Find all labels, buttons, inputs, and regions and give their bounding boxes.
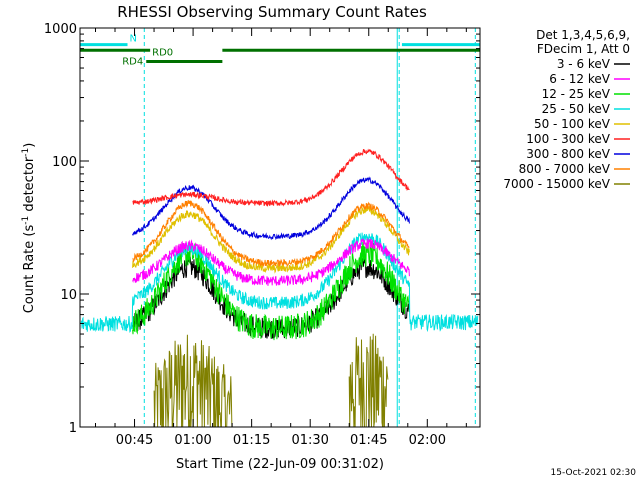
series-line-100-300kev <box>132 148 410 207</box>
x-tick-label: 01:30 <box>291 433 328 448</box>
y-tick-label: 100 <box>52 155 77 170</box>
series-line-7000-15000-kev <box>348 333 389 428</box>
status-bar-label-n: N <box>130 34 137 45</box>
footer-timestamp: 15-Oct-2021 02:30 <box>551 468 637 478</box>
series-line-6-12kev <box>132 238 410 286</box>
chart-title: RHESSI Observing Summary Count Rates <box>117 3 427 21</box>
x-tick-label: 01:00 <box>174 433 211 448</box>
legend-label: 12 - 25 keV <box>542 87 611 101</box>
y-tick-label: 1000 <box>44 22 77 37</box>
legend-label: 25 - 50 keV <box>542 102 611 116</box>
x-tick-label: 02:00 <box>409 433 446 448</box>
series-line-50-100kev <box>132 204 410 274</box>
y-axis-label-main: Count Rate (s <box>22 225 37 314</box>
legend-label: 6 - 12 keV <box>549 72 611 86</box>
legend-header-1: Det 1,3,4,5,6,9, <box>536 28 630 42</box>
legend: Det 1,3,4,5,6,9, FDecim 1, Att 0 3 - 6 k… <box>503 28 630 191</box>
plot-frame <box>79 27 481 428</box>
legend-label: 7000 - 15000 keV <box>503 177 610 191</box>
status-bar-label-rd0: RD0 <box>152 47 173 58</box>
y-tick-label: 10 <box>60 288 77 303</box>
x-axis-label: Start Time (22-Jun-09 00:31:02) <box>176 457 384 472</box>
legend-label: 300 - 800 keV <box>526 147 610 161</box>
y-axis-label-mid: detector <box>22 156 37 216</box>
series-line-12-25kev <box>132 241 410 341</box>
y-axis: 1 10 100 1000 <box>44 22 480 436</box>
series-line-800-7000kev <box>132 199 410 268</box>
series-line-7000-15000-kev <box>153 334 233 428</box>
legend-label: 800 - 7000 keV <box>519 162 611 176</box>
x-axis: 00:45 01:00 01:15 01:30 01:45 02:00 <box>94 28 467 448</box>
legend-label: 100 - 300 keV <box>526 132 610 146</box>
x-tick-label: 00:45 <box>116 433 153 448</box>
x-tick-label: 01:45 <box>350 433 387 448</box>
y-axis-label-sup1: -1 <box>21 216 31 225</box>
y-axis-label: Count Rate (s-1 detector-1) <box>21 143 37 314</box>
y-tick-label: 1 <box>69 421 77 436</box>
legend-label: 3 - 6 keV <box>557 57 611 71</box>
status-bar-label-rd4: RD4 <box>122 56 143 67</box>
legend-header-2: FDecim 1, Att 0 <box>537 42 630 56</box>
y-axis-label-end: ) <box>22 143 37 148</box>
y-axis-label-sup2: -1 <box>21 148 31 157</box>
series-line-300-800kev <box>132 176 410 241</box>
series-line-25-50kev <box>80 232 479 333</box>
x-tick-label: 01:15 <box>233 433 270 448</box>
plot-area: N RD0 RD4 <box>80 28 480 428</box>
legend-label: 50 - 100 keV <box>534 117 611 131</box>
